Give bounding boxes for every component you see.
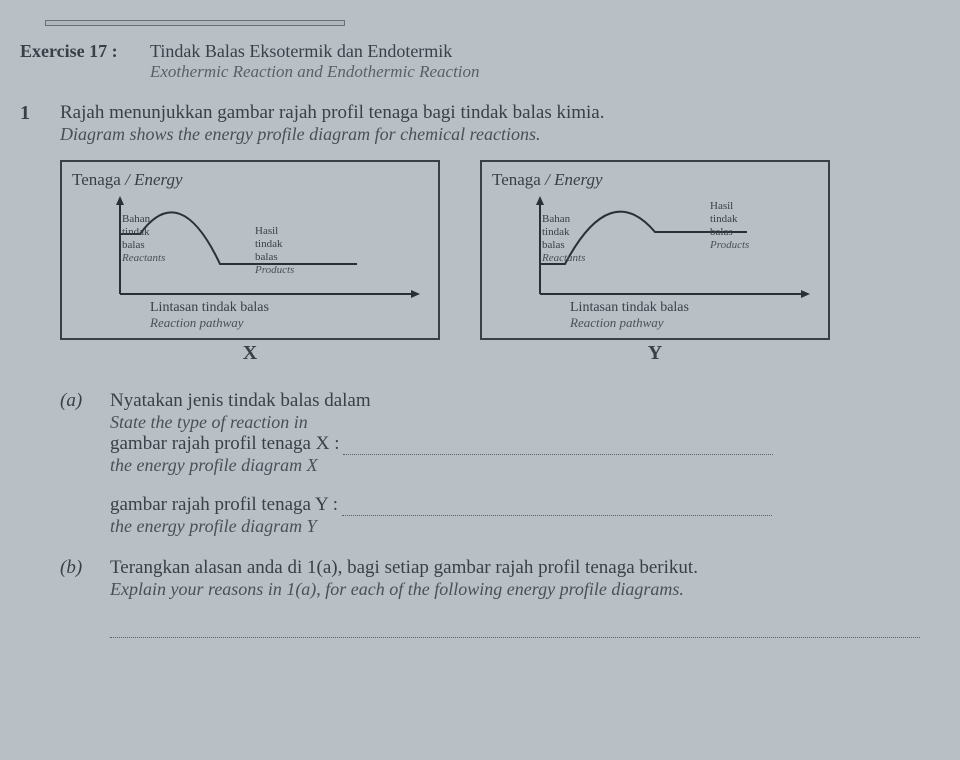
question-stem-sub: Diagram shows the energy profile diagram… [60, 124, 920, 145]
sub-a-l1: Nyatakan jenis tindak balas dalam [110, 390, 920, 412]
sub-question-b: (b) Terangkan alasan anda di 1(a), bagi … [60, 557, 920, 638]
svg-text:tindak: tindak [542, 226, 570, 238]
diagram-y-box: Tenaga / Energy BahantindakbalasReactant… [480, 160, 830, 340]
svg-text:Reactants: Reactants [541, 252, 585, 264]
svg-text:tindak: tindak [710, 213, 738, 225]
svg-text:Lintasan tindak balas: Lintasan tindak balas [150, 300, 269, 315]
diagram-y-wrapper: Tenaga / Energy BahantindakbalasReactant… [480, 160, 830, 365]
answer-line-y [342, 502, 772, 516]
sub-a-l3-row: gambar rajah profil tenaga X : [110, 433, 920, 455]
svg-text:Reaction pathway: Reaction pathway [149, 315, 244, 330]
svg-text:Bahan: Bahan [542, 213, 571, 225]
diagrams-row: Tenaga / Energy BahantindakbalasReactant… [60, 160, 920, 365]
diagram-y-title-italic: / Energy [545, 170, 602, 189]
diagram-y-title-main: Tenaga [492, 170, 541, 189]
exercise-header: Exercise 17 : Tindak Balas Eksotermik da… [20, 41, 920, 82]
svg-text:tindak: tindak [122, 226, 150, 238]
sub-a-label: (a) [60, 390, 110, 537]
diagram-x-svg: BahantindakbalasReactantsHasiltindakbala… [72, 194, 427, 334]
diagram-y-title: Tenaga / Energy [492, 170, 818, 190]
svg-text:Hasil: Hasil [710, 200, 733, 212]
diagram-x-title: Tenaga / Energy [72, 170, 428, 190]
question-1: 1 Rajah menunjukkan gambar rajah profil … [20, 102, 920, 658]
diagram-x-title-italic: / Energy [125, 170, 182, 189]
sub-a-l5-row: gambar rajah profil tenaga Y : [110, 494, 920, 516]
top-fragment [45, 20, 345, 26]
question-stem-main: Rajah menunjukkan gambar rajah profil te… [60, 102, 920, 124]
sub-b-l2: Explain your reasons in 1(a), for each o… [110, 579, 920, 600]
svg-text:balas: balas [255, 251, 278, 263]
question-number: 1 [20, 102, 60, 658]
diagram-y-letter: Y [480, 342, 830, 365]
svg-text:balas: balas [122, 239, 145, 251]
svg-text:Reaction pathway: Reaction pathway [569, 315, 664, 330]
svg-text:Hasil: Hasil [255, 225, 278, 237]
svg-text:Bahan: Bahan [122, 213, 151, 225]
sub-a-l6: the energy profile diagram Y [110, 516, 920, 537]
diagram-x-letter: X [60, 342, 440, 365]
exercise-title-sub: Exothermic Reaction and Endothermic Reac… [150, 62, 920, 82]
svg-text:Products: Products [709, 239, 749, 251]
sub-b-l1: Terangkan alasan anda di 1(a), bagi seti… [110, 557, 920, 579]
svg-text:Products: Products [254, 264, 294, 276]
diagram-y-svg: BahantindakbalasReactantsHasiltindakbala… [492, 194, 817, 334]
diagram-x-box: Tenaga / Energy BahantindakbalasReactant… [60, 160, 440, 340]
diagram-x-wrapper: Tenaga / Energy BahantindakbalasReactant… [60, 160, 440, 365]
answer-line-b [110, 620, 920, 638]
sub-a-l3: gambar rajah profil tenaga X : [110, 433, 339, 454]
svg-text:Lintasan tindak balas: Lintasan tindak balas [570, 300, 689, 315]
sub-question-a: (a) Nyatakan jenis tindak balas dalam St… [60, 390, 920, 537]
diagram-x-title-main: Tenaga [72, 170, 121, 189]
sub-a-l2: State the type of reaction in [110, 412, 920, 433]
svg-text:balas: balas [710, 226, 733, 238]
svg-text:Reactants: Reactants [121, 252, 165, 264]
answer-line-x [343, 441, 773, 455]
exercise-label: Exercise 17 : [20, 41, 150, 82]
exercise-title-main: Tindak Balas Eksotermik dan Endotermik [150, 41, 920, 62]
svg-text:tindak: tindak [255, 238, 283, 250]
sub-b-label: (b) [60, 557, 110, 638]
svg-text:balas: balas [542, 239, 565, 251]
sub-a-l4: the energy profile diagram X [110, 455, 920, 476]
sub-a-l5: gambar rajah profil tenaga Y : [110, 494, 338, 515]
